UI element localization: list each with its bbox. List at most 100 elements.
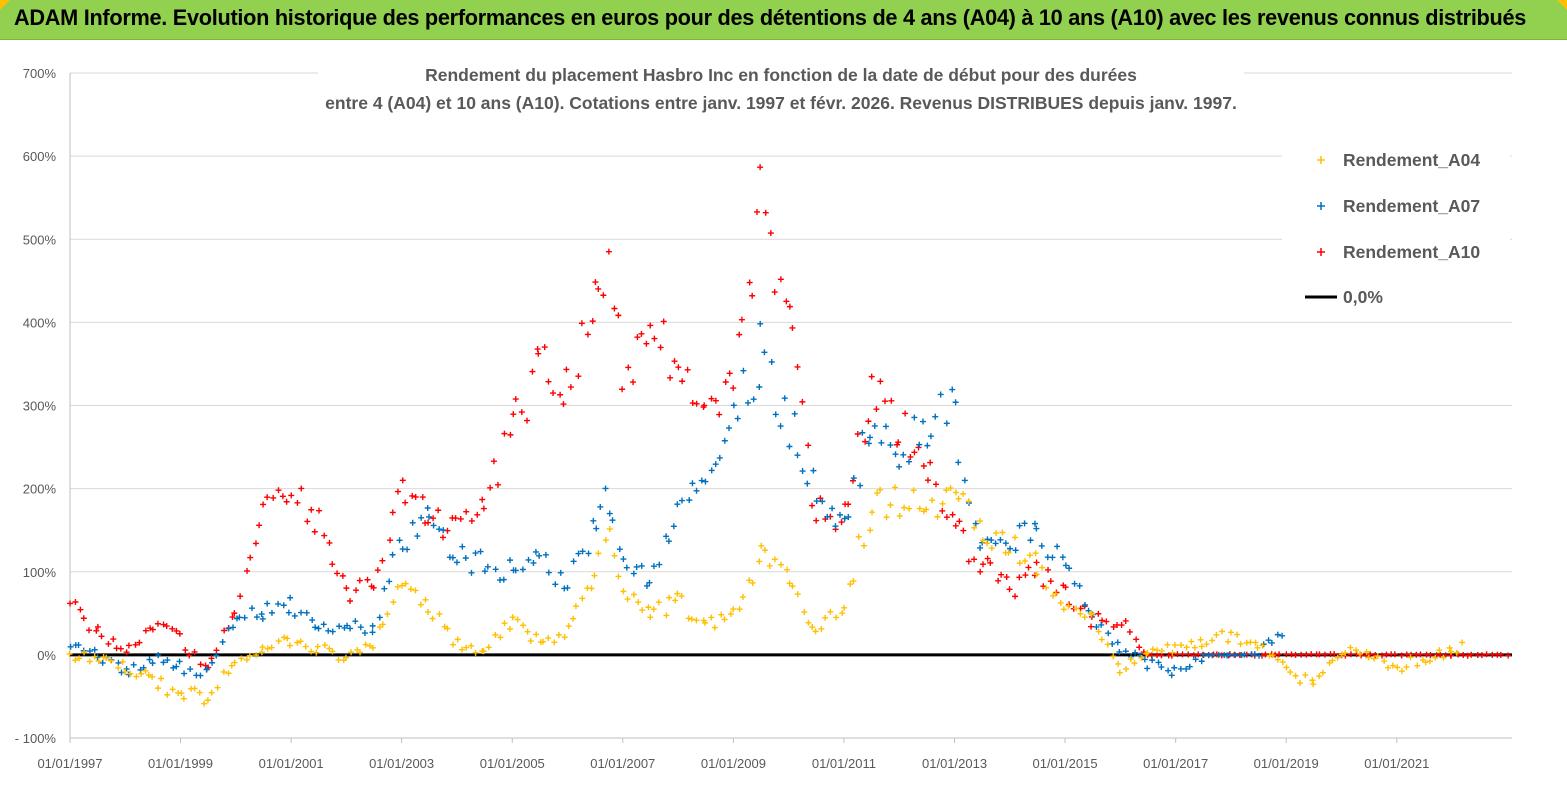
data-point — [173, 663, 180, 670]
data-point — [1234, 631, 1241, 638]
data-point — [927, 433, 934, 440]
data-point — [1483, 651, 1490, 658]
data-point — [995, 577, 1002, 584]
data-point — [308, 648, 315, 655]
data-point — [540, 638, 547, 645]
x-tick-label: 01/01/2019 — [1254, 756, 1319, 771]
data-point — [426, 513, 433, 520]
data-point — [650, 563, 657, 570]
data-point — [1045, 566, 1052, 573]
data-point — [867, 527, 874, 534]
data-point — [721, 437, 728, 444]
data-point — [874, 490, 881, 497]
data-point — [1190, 652, 1197, 659]
data-point — [1374, 653, 1381, 660]
data-point — [1389, 662, 1396, 669]
data-point — [657, 344, 664, 351]
data-point — [231, 610, 238, 617]
data-point — [639, 607, 646, 614]
data-point — [736, 606, 743, 613]
data-point — [414, 533, 421, 540]
data-point — [1464, 652, 1471, 659]
data-point — [1060, 606, 1067, 613]
y-axis-ticks: - 100% 0% 100% 200% 300% 400% 500% 600% 700% — [15, 66, 57, 746]
data-point — [750, 396, 757, 403]
data-point — [1021, 520, 1028, 527]
data-point — [665, 538, 672, 545]
data-point — [86, 648, 93, 655]
data-point — [545, 635, 552, 642]
data-point — [645, 604, 652, 611]
data-point — [998, 571, 1005, 578]
data-point — [1297, 680, 1304, 687]
data-point — [279, 493, 286, 500]
header-banner: ADAM Informe. Evolution historique des p… — [0, 0, 1567, 40]
data-point — [125, 642, 132, 649]
data-point — [72, 599, 79, 606]
data-point — [794, 591, 801, 598]
data-point — [450, 641, 457, 648]
data-point — [924, 442, 931, 449]
data-point — [520, 622, 527, 629]
data-point — [595, 550, 602, 557]
data-point — [409, 519, 416, 526]
data-point — [542, 551, 549, 558]
data-point — [1136, 644, 1143, 651]
data-point — [630, 591, 637, 598]
data-point — [873, 406, 880, 413]
data-point — [1213, 631, 1220, 638]
data-point — [99, 659, 106, 666]
data-point — [939, 507, 946, 514]
data-point — [762, 209, 769, 216]
data-point — [698, 477, 705, 484]
data-point — [1054, 543, 1061, 550]
data-point — [170, 664, 177, 671]
data-point — [1095, 610, 1102, 617]
data-point — [320, 621, 327, 628]
data-point — [955, 459, 962, 466]
data-point — [1247, 639, 1254, 646]
data-point — [480, 505, 487, 512]
data-point — [579, 595, 586, 602]
data-point — [812, 628, 819, 635]
data-point — [197, 672, 204, 679]
data-point — [309, 617, 316, 624]
data-point — [160, 621, 167, 628]
data-point — [436, 611, 443, 618]
data-point — [86, 658, 93, 665]
data-point — [1422, 659, 1429, 666]
data-point — [164, 657, 171, 664]
data-point — [241, 614, 248, 621]
data-point — [304, 518, 311, 525]
data-point — [672, 597, 679, 604]
data-point — [244, 567, 251, 574]
data-point — [832, 523, 839, 530]
data-point — [256, 522, 263, 529]
chart-title-background — [318, 62, 1244, 122]
data-point — [321, 532, 328, 539]
data-point — [1407, 654, 1414, 661]
data-point — [220, 668, 227, 675]
data-point — [647, 614, 654, 621]
data-point — [977, 568, 984, 575]
data-point — [1098, 636, 1105, 643]
data-point — [575, 550, 582, 557]
data-point — [425, 519, 432, 526]
y-tick-label: 0% — [37, 648, 56, 663]
data-point — [859, 429, 866, 436]
data-point — [988, 545, 995, 552]
data-point — [178, 690, 185, 697]
data-point — [646, 579, 653, 586]
data-point — [1398, 668, 1405, 675]
data-point — [1391, 651, 1398, 658]
data-point — [1453, 649, 1460, 656]
data-point — [564, 584, 571, 591]
data-point — [402, 499, 409, 506]
data-point — [615, 312, 622, 319]
data-point — [339, 572, 346, 579]
data-point — [988, 537, 995, 544]
data-point — [887, 502, 894, 509]
data-point — [997, 536, 1004, 543]
legend-box — [1282, 137, 1510, 317]
data-point — [1076, 582, 1083, 589]
